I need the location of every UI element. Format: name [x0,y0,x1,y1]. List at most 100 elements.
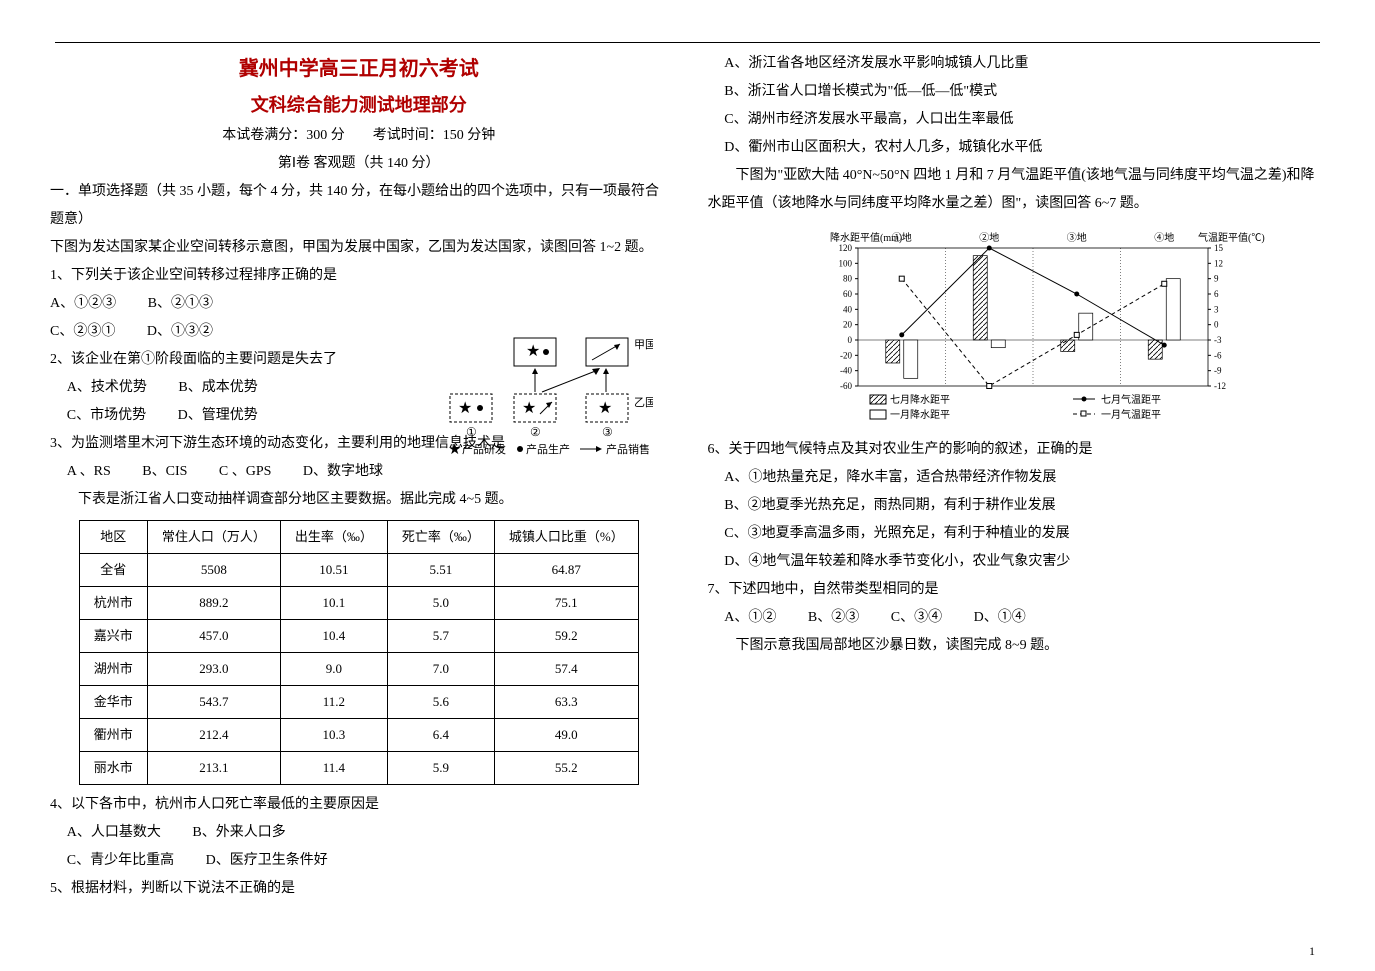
table-cell: 11.2 [280,686,387,719]
q2-optD: D、管理优势 [178,408,258,423]
exam-info: 本试卷满分：300 分 考试时间：150 分钟 [50,122,668,150]
q4-line1: A、人口基数大 B、外来人口多 [50,819,668,847]
svg-text:产品生产: 产品生产 [526,442,570,456]
svg-text:②地: ②地 [979,231,999,244]
q7-optB: B、②③ [808,610,859,625]
page-columns: 冀州中学高三正月初六考试 文科综合能力测试地理部分 本试卷满分：300 分 考试… [50,50,1325,930]
table-cell: 6.4 [387,719,494,752]
table-cell: 49.0 [494,719,638,752]
table-row: 全省550810.515.5164.87 [79,554,638,587]
right-column: A、浙江省各地区经济发展水平影响城镇人几比重 B、浙江省人口增长模式为"低—低—… [708,50,1326,930]
q2-optA: A、技术优势 [67,380,147,395]
lead-3: 下图为"亚欧大陆 40°N~50°N 四地 1 月和 7 月气温距平值(该地气温… [708,162,1326,218]
table-cell: 55.2 [494,752,638,785]
table-cell: 金华市 [79,686,147,719]
q7-optA: A、①② [724,610,776,625]
table-row: 嘉兴市457.010.45.759.2 [79,620,638,653]
table-cell: 59.2 [494,620,638,653]
table-cell: 63.3 [494,686,638,719]
table-cell: 11.4 [280,752,387,785]
table-cell: 5.7 [387,620,494,653]
svg-text:100: 100 [838,258,852,268]
table-header: 地区 [79,521,147,554]
table-cell: 衢州市 [79,719,147,752]
left-column: 冀州中学高三正月初六考试 文科综合能力测试地理部分 本试卷满分：300 分 考试… [50,50,668,930]
svg-text:②: ② [530,425,541,439]
svg-text:③地: ③地 [1066,231,1086,244]
table-cell: 5.6 [387,686,494,719]
label-jia: 甲国 [634,338,653,351]
svg-text:一月气温距平: 一月气温距平 [1101,408,1161,421]
svg-text:★: ★ [526,343,540,360]
exam-subtitle: 文科综合能力测试地理部分 [50,88,668,122]
table-cell: 湖州市 [79,653,147,686]
q6-stem: 6、关于四地气候特点及其对农业生产的影响的叙述，正确的是 [708,436,1326,464]
table-row: 金华市543.711.25.663.3 [79,686,638,719]
table-cell: 5.9 [387,752,494,785]
table-row: 衢州市212.410.36.449.0 [79,719,638,752]
q6-optD: D、④地气温年较差和降水季节变化小，农业气象灾害少 [708,548,1326,576]
q3-optC: C 、GPS [219,464,272,479]
q4-line2: C、青少年比重高 D、医疗卫生条件好 [50,847,668,875]
section-label: 第Ⅰ卷 客观题（共 140 分） [50,150,668,178]
svg-text:40: 40 [843,304,853,314]
table-cell: 5508 [147,554,280,587]
svg-text:★: ★ [448,442,461,458]
table-cell: 5.0 [387,587,494,620]
svg-text:-60: -60 [840,381,852,391]
table-row: 丽水市213.111.45.955.2 [79,752,638,785]
lead-1: 下图为发达国家某企业空间转移示意图，甲国为发展中国家，乙国为发达国家，读图回答 … [50,234,668,262]
svg-text:12: 12 [1214,258,1223,268]
table-cell: 5.51 [387,554,494,587]
table-cell: 10.51 [280,554,387,587]
q7-optC: C、③④ [891,610,942,625]
table-row: 杭州市889.210.15.075.1 [79,587,638,620]
q7-optD: D、①④ [974,610,1026,625]
svg-text:-9: -9 [1214,366,1222,376]
table-cell: 889.2 [147,587,280,620]
table-cell: 293.0 [147,653,280,686]
q1-optD: D、①③② [147,324,213,339]
table-cell: 57.4 [494,653,638,686]
svg-text:60: 60 [843,289,853,299]
instructions: 一．单项选择题（共 35 小题，每个 4 分，共 140 分，在每小题给出的四个… [50,178,668,234]
q4-stem: 4、以下各市中，杭州市人口死亡率最低的主要原因是 [50,791,668,819]
q1-optA: A、①②③ [50,296,116,311]
q1-optC: C、②③① [50,324,115,339]
enterprise-diagram: ★ 甲国 ★ ★ [448,334,653,464]
table-cell: 10.3 [280,719,387,752]
svg-text:★: ★ [458,400,472,417]
svg-text:120: 120 [838,243,852,253]
svg-text:①地: ①地 [891,231,911,244]
table-header: 城镇人口比重（%） [494,521,638,554]
lead-4: 下图示意我国局部地区沙暴日数，读图完成 8~9 题。 [708,632,1326,660]
svg-text:①: ① [466,425,477,439]
table-cell: 全省 [79,554,147,587]
svg-text:6: 6 [1214,289,1219,299]
svg-text:-6: -6 [1214,350,1222,360]
table-cell: 543.7 [147,686,280,719]
svg-text:80: 80 [843,274,853,284]
table-cell: 64.87 [494,554,638,587]
table-cell: 10.4 [280,620,387,653]
q6-optB: B、②地夏季光热充足，雨热同期，有利于耕作业发展 [708,492,1326,520]
q2-optB: B、成本优势 [178,380,257,395]
q6-optC: C、③地夏季高温多雨，光照充足，有利于种植业的发展 [708,520,1326,548]
svg-text:-12: -12 [1214,381,1226,391]
table-cell: 213.1 [147,752,280,785]
table-cell: 杭州市 [79,587,147,620]
table-header: 常住人口（万人） [147,521,280,554]
svg-text:0: 0 [1214,320,1219,330]
q1-stem: 1、下列关于该企业空间转移过程排序正确的是 [50,262,668,290]
exam-title: 冀州中学高三正月初六考试 [50,50,668,88]
lead-2: 下表是浙江省人口变动抽样调查部分地区主要数据。据此完成 4~5 题。 [50,486,668,514]
page-number: 1 [1309,944,1315,959]
table-cell: 457.0 [147,620,280,653]
q5-optB: B、浙江省人口增长模式为"低—低—低"模式 [708,78,1326,106]
svg-text:★: ★ [598,400,612,417]
q3-optB: B、CIS [142,464,187,479]
q2-optC: C、市场优势 [67,408,146,423]
table-header: 出生率（‰） [280,521,387,554]
q5-stem: 5、根据材料，判断以下说法不正确的是 [50,875,668,903]
svg-text:9: 9 [1214,274,1219,284]
